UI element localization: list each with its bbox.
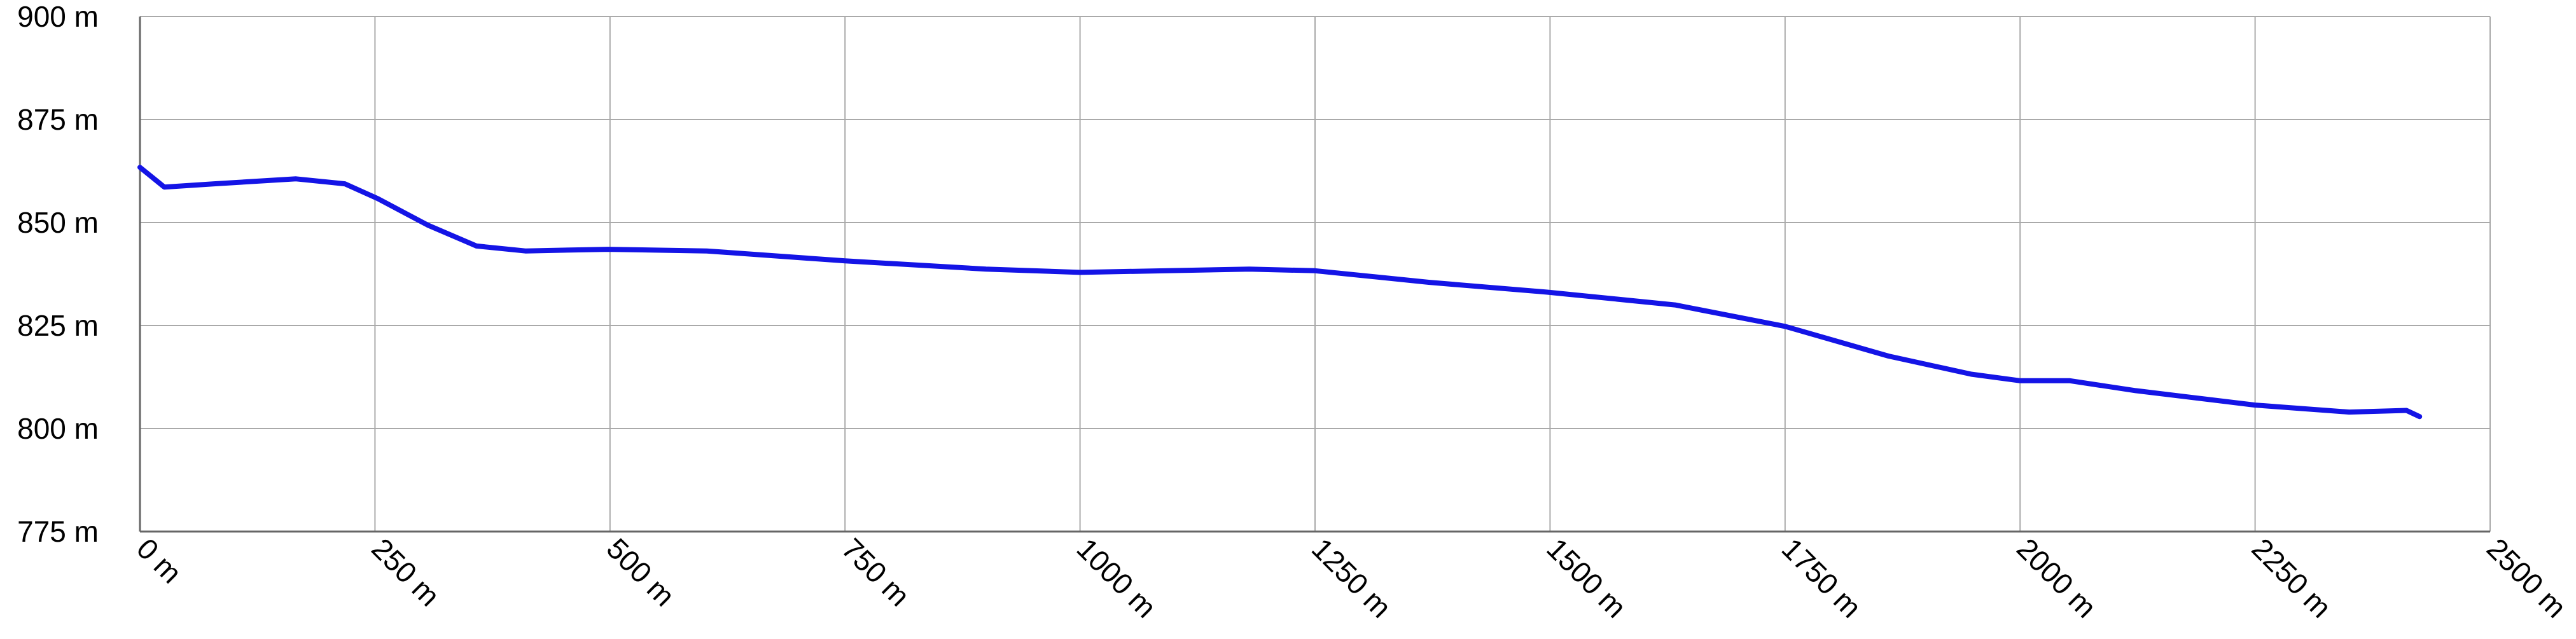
x-tick-label: 2250 m — [2246, 532, 2338, 624]
elevation-line — [137, 165, 2423, 420]
x-tick-label: 250 m — [365, 532, 446, 612]
y-tick-label: 875 m — [17, 103, 99, 136]
x-tick-label: 1750 m — [1776, 532, 1868, 624]
x-tick-label: 500 m — [601, 532, 681, 612]
x-tick-label: 750 m — [835, 532, 916, 612]
x-tick-label: 0 m — [130, 532, 188, 589]
y-tick-label: 800 m — [17, 412, 99, 445]
x-tick-label: 1000 m — [1071, 532, 1163, 624]
y-tick-label: 850 m — [17, 206, 99, 239]
x-tick-label: 1250 m — [1305, 532, 1398, 624]
x-tick-label: 2500 m — [2481, 532, 2573, 624]
y-tick-label: 775 m — [17, 515, 99, 548]
x-tick-label: 2000 m — [2010, 532, 2103, 624]
x-tick-label: 1500 m — [1540, 532, 1633, 624]
y-tick-label: 900 m — [17, 0, 99, 33]
y-tick-label: 825 m — [17, 309, 99, 342]
